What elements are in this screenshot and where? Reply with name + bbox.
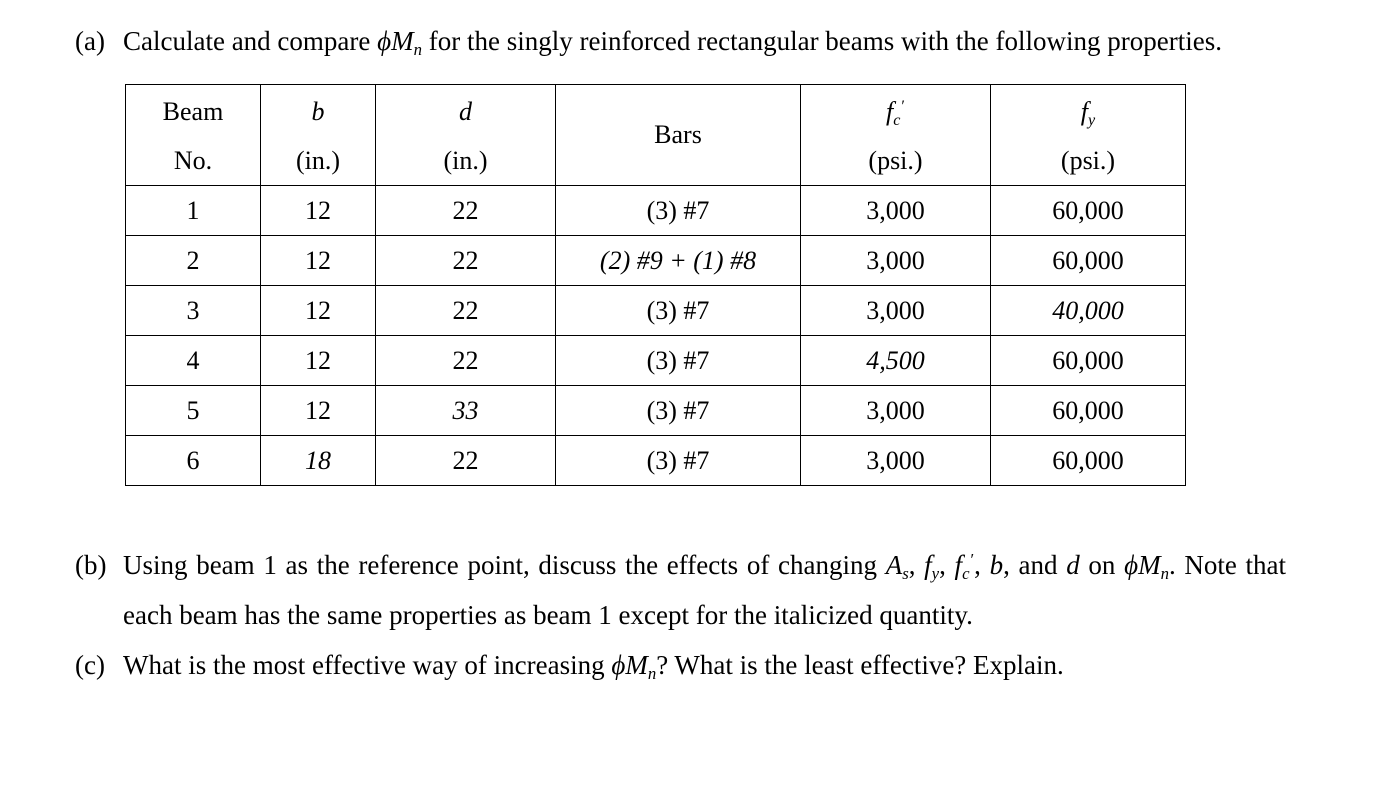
math-d-symbol: d: [459, 97, 472, 126]
cell-b: 12: [260, 235, 376, 286]
part-c: (c) What is the most effective way of in…: [75, 640, 1286, 690]
col-header-fc: fc′ (psi.): [800, 84, 991, 186]
cell-fc: 3,000: [800, 185, 991, 236]
math-fy-symbol: fy: [1080, 97, 1096, 129]
cell-fy: 60,000: [990, 185, 1186, 236]
math-phi-mn: ϕMn: [377, 26, 422, 59]
cell-bars: (3) #7: [555, 285, 801, 336]
math-fc: fc: [954, 550, 970, 583]
part-c-seg2: ? What is the least effective? Explain.: [656, 650, 1064, 680]
part-a-seg2: for the singly reinforced rectangular be…: [421, 26, 1222, 56]
problem-document: (a) Calculate and compare ϕMn for the si…: [75, 16, 1286, 690]
b-unit: (in.): [295, 146, 341, 175]
col-header-b: b (in.): [260, 84, 376, 186]
math-b: b: [989, 550, 1004, 580]
table-row: 2 12 22 (2) #9 + (1) #8 3,000 60,000: [125, 235, 1186, 286]
cell-beam-no: 4: [125, 335, 261, 386]
cell-b: 12: [260, 285, 376, 336]
math-fc-symbol: fc′: [886, 97, 905, 129]
cell-d: 22: [375, 235, 556, 286]
part-b-tail: . Note that each beam has the same prope…: [123, 550, 1287, 630]
separator: , and: [1003, 550, 1067, 580]
col-header-bars: Bars: [555, 84, 801, 186]
col-header-d: d (in.): [375, 84, 556, 186]
separator: ,: [939, 550, 955, 580]
col-header-fy: fy (psi.): [990, 84, 1186, 186]
separator: ,: [974, 550, 990, 580]
part-a: (a) Calculate and compare ϕMn for the si…: [75, 16, 1286, 66]
cell-fc: 3,000: [800, 235, 991, 286]
cell-d: 22: [375, 435, 556, 486]
part-b: (b) Using beam 1 as the reference point,…: [75, 540, 1286, 640]
fc-unit: (psi.): [868, 146, 923, 175]
d-unit: (in.): [443, 146, 488, 175]
part-b-seg1: Using beam 1 as the reference point, dis…: [123, 550, 886, 580]
cell-bars: (2) #9 + (1) #8: [555, 235, 801, 286]
cell-fy: 60,000: [990, 385, 1186, 436]
math-fy: fy: [924, 550, 940, 583]
cell-d: 22: [375, 285, 556, 336]
col-header-beam-no: Beam No.: [125, 84, 261, 186]
math-d: d: [1066, 550, 1080, 580]
cell-fc: 3,000: [800, 385, 991, 436]
cell-beam-no: 6: [125, 435, 261, 486]
part-c-seg1: What is the most effective way of increa…: [123, 650, 612, 680]
cell-fy: 40,000: [990, 285, 1186, 336]
part-c-label: (c): [75, 650, 105, 680]
part-a-label: (a): [75, 26, 105, 56]
math-phi-m-sub: n: [413, 39, 422, 59]
cell-d: 22: [375, 335, 556, 386]
cell-bars: (3) #7: [555, 335, 801, 386]
math-phi-mn: ϕMn: [1124, 550, 1169, 583]
prime-mark: ′: [901, 98, 905, 116]
cell-fc: 4,500: [800, 335, 991, 386]
cell-bars: (3) #7: [555, 435, 801, 486]
cell-b: 12: [260, 185, 376, 236]
table-row: 4 12 22 (3) #7 4,500 60,000: [125, 335, 1186, 386]
separator: ,: [908, 550, 925, 580]
table-row: 3 12 22 (3) #7 3,000 40,000: [125, 285, 1186, 336]
cell-fy: 60,000: [990, 435, 1186, 486]
table-header-row: Beam No. b (in.) d (in.) Bars fc′ (psi.) fy (…: [125, 84, 1186, 186]
cell-fc: 3,000: [800, 435, 991, 486]
cell-b: 12: [260, 335, 376, 386]
part-a-seg1: Calculate and compare: [123, 26, 378, 56]
table-row: 5 12 33 (3) #7 3,000 60,000: [125, 385, 1186, 436]
fy-unit: (psi.): [1060, 146, 1116, 175]
cell-bars: (3) #7: [555, 185, 801, 236]
cell-b: 12: [260, 385, 376, 436]
math-phi-m: ϕM: [377, 26, 414, 56]
math-phi-mn: ϕMn: [611, 650, 657, 683]
beam-properties-table: Beam No. b (in.) d (in.) Bars fc′ (psi.) fy (…: [125, 84, 1186, 486]
cell-beam-no: 1: [125, 185, 261, 236]
cell-fy: 60,000: [990, 335, 1186, 386]
cell-d: 33: [375, 385, 556, 436]
table-row: 6 18 22 (3) #7 3,000 60,000: [125, 435, 1186, 486]
math-b-symbol: b: [311, 97, 325, 126]
part-b-text: Using beam 1 as the reference point, dis…: [123, 540, 1286, 640]
cell-d: 22: [375, 185, 556, 236]
separator: on: [1079, 550, 1125, 580]
cell-beam-no: 5: [125, 385, 261, 436]
cell-beam-no: 3: [125, 285, 261, 336]
cell-fc: 3,000: [800, 285, 991, 336]
prime-mark: ′: [970, 549, 975, 569]
cell-bars: (3) #7: [555, 385, 801, 436]
part-b-label: (b): [75, 550, 107, 580]
beam-header-line2: No.: [173, 146, 213, 175]
cell-b: 18: [260, 435, 376, 486]
table-row: 1 12 22 (3) #7 3,000 60,000: [125, 185, 1186, 236]
math-As: As: [885, 550, 909, 583]
bars-header: Bars: [654, 120, 702, 149]
part-a-text: Calculate and compare ϕMn for the singly…: [123, 16, 1286, 66]
beam-header-line1: Beam: [162, 97, 224, 126]
cell-beam-no: 2: [125, 235, 261, 286]
cell-fy: 60,000: [990, 235, 1186, 286]
part-c-text: What is the most effective way of increa…: [123, 640, 1286, 690]
